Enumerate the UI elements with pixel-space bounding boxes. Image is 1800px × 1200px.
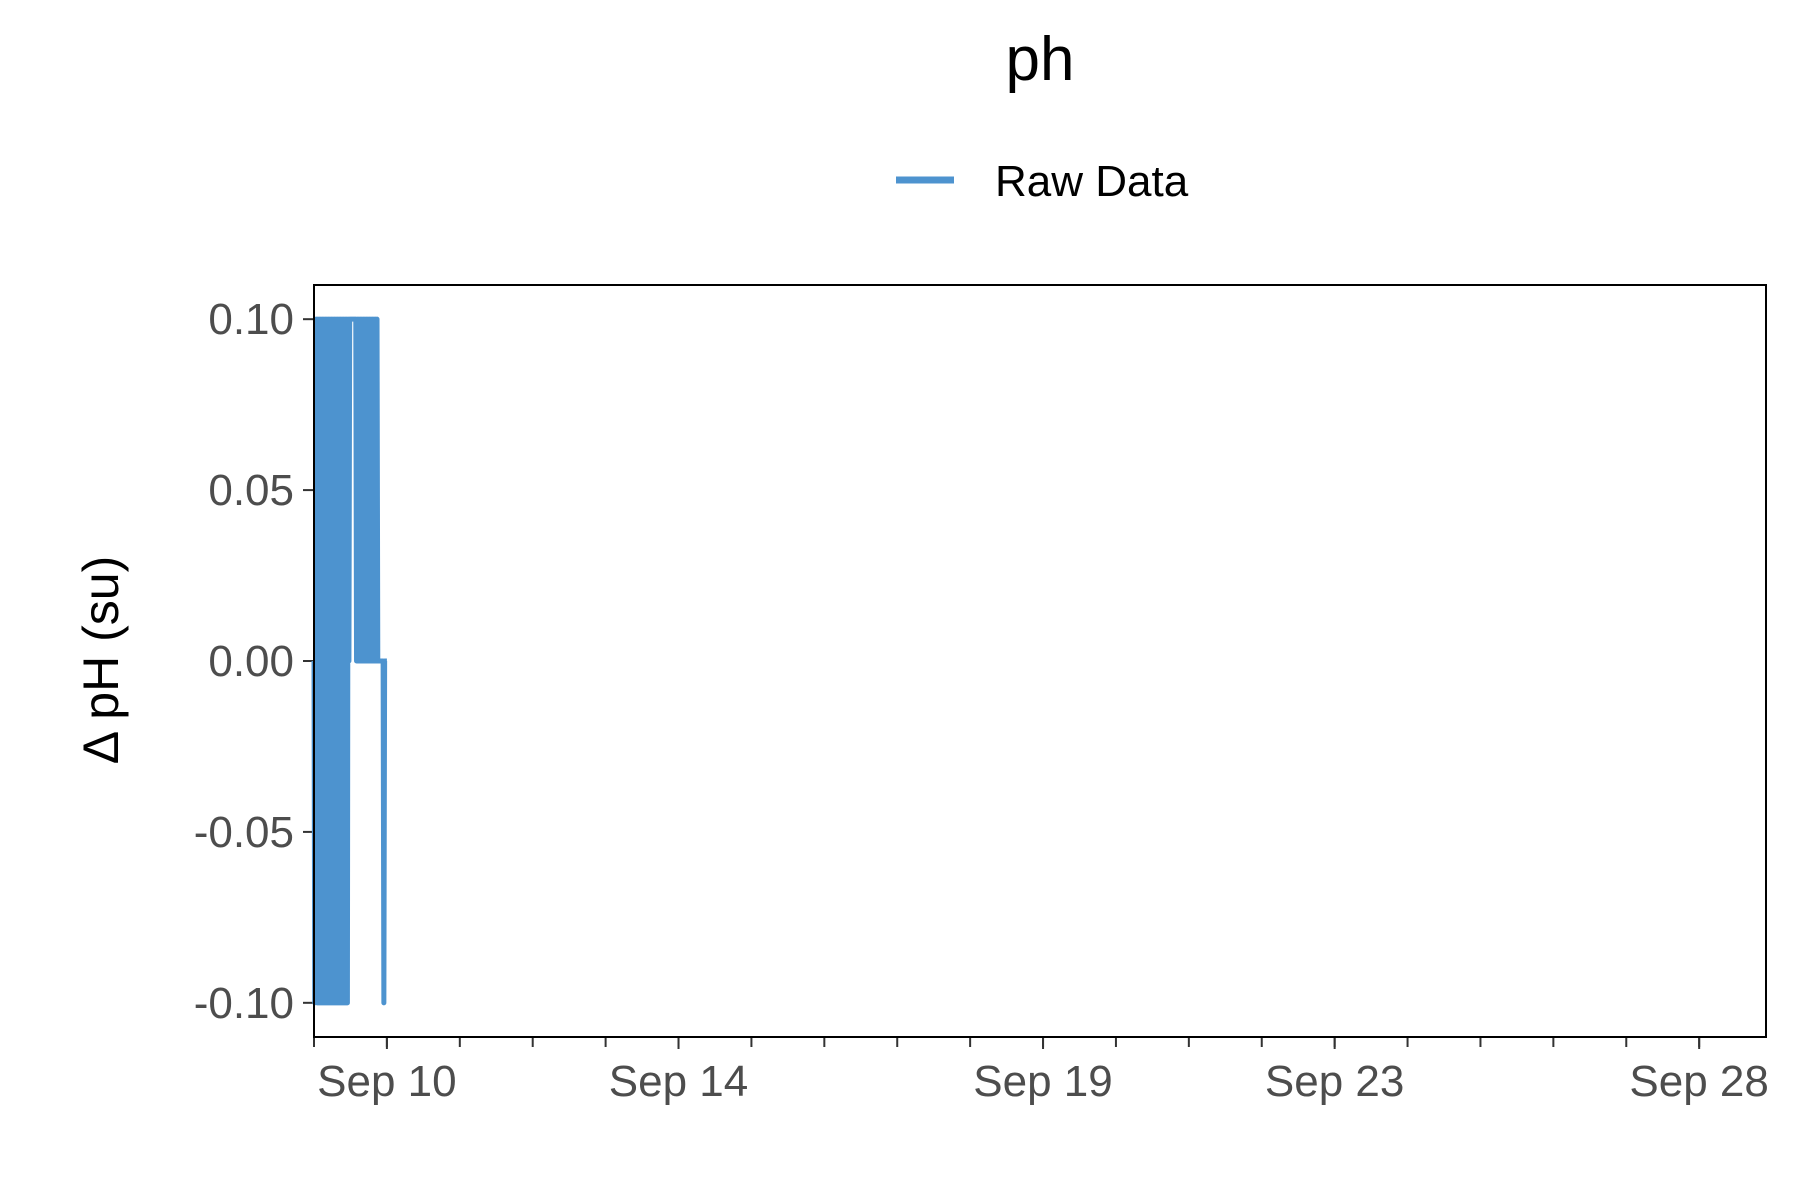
x-tick-label: Sep 19 <box>973 1057 1112 1106</box>
y-axis-title: Δ pH (su) <box>73 556 129 764</box>
plot-panel-border <box>313 284 1767 1038</box>
legend: Raw Data <box>896 157 1189 206</box>
series-layer <box>311 316 389 1006</box>
x-tick-label: Sep 14 <box>609 1057 748 1106</box>
x-tick-label: Sep 28 <box>1629 1057 1768 1106</box>
y-tick-label: -0.10 <box>194 979 294 1028</box>
chart-title: ph <box>1006 25 1075 94</box>
legend-label-raw-data: Raw Data <box>995 157 1189 206</box>
y-tick-label: 0.00 <box>208 637 294 686</box>
x-tick-label: Sep 10 <box>317 1057 456 1106</box>
y-tick-label: -0.05 <box>194 808 294 857</box>
x-tick-label: Sep 23 <box>1265 1057 1404 1106</box>
series-line-raw-data <box>311 316 389 1006</box>
y-tick-label: 0.10 <box>208 295 294 344</box>
x-axis: Sep 10 Sep 14 Sep 19 Sep 23 Sep 28 <box>313 1037 1769 1106</box>
y-tick-label: 0.05 <box>208 466 294 515</box>
y-axis: 0.10 0.05 0.00 -0.05 -0.10 <box>194 295 314 1028</box>
